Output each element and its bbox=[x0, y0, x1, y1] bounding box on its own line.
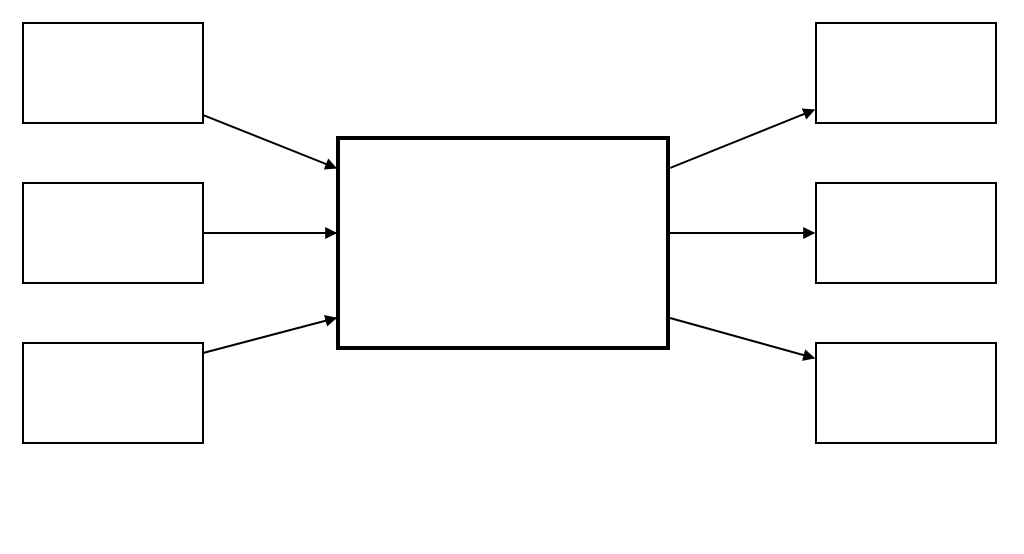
box-left1 bbox=[23, 23, 203, 123]
box-left3 bbox=[23, 343, 203, 443]
edge-left3-to-center bbox=[203, 318, 336, 353]
edge-center-to-right1 bbox=[670, 110, 814, 168]
box-right2 bbox=[816, 183, 996, 283]
center-box bbox=[338, 138, 668, 348]
diagram-canvas bbox=[0, 0, 1024, 554]
edge-left1-to-center bbox=[203, 115, 336, 168]
box-left2 bbox=[23, 183, 203, 283]
box-right1 bbox=[816, 23, 996, 123]
edge-center-to-right3 bbox=[670, 318, 814, 358]
box-right3 bbox=[816, 343, 996, 443]
